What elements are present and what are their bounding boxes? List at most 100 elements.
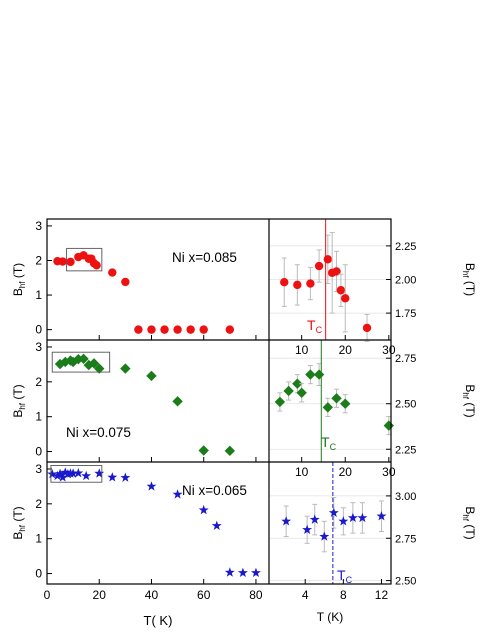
ylabel-part: B bbox=[11, 410, 25, 418]
ylabel-part: hf bbox=[18, 524, 27, 531]
ylabel-part: B bbox=[11, 288, 25, 296]
tc-label-part: C bbox=[330, 442, 337, 452]
panel-5-tc-label: TC bbox=[321, 434, 337, 452]
panel-3-point bbox=[251, 567, 261, 578]
panel-1-point bbox=[66, 257, 75, 267]
panel-2-ytick-label: 1 bbox=[35, 410, 42, 424]
panel-3-ylabel: Bhf (T) bbox=[11, 506, 27, 539]
panel-5-point bbox=[292, 378, 303, 389]
tc-label-part: C bbox=[316, 325, 323, 335]
panel-3-ytick-label: 0 bbox=[35, 567, 42, 581]
panel-5-ylabel: Bhf (T) bbox=[461, 384, 477, 417]
ylabel-part: (T) bbox=[11, 384, 25, 403]
panel-3-point bbox=[172, 489, 183, 499]
panel-3-point bbox=[47, 469, 58, 479]
panel-4-point bbox=[332, 267, 341, 276]
panel-6-ylabel: Bhf (T) bbox=[461, 506, 477, 539]
panel-3-point bbox=[237, 567, 248, 578]
panel-3-ytick-label: 2 bbox=[35, 497, 42, 511]
panel-1-point bbox=[186, 325, 195, 334]
panel-1-annotation: Ni x=0.085 bbox=[172, 250, 237, 265]
panel-3-point bbox=[81, 470, 92, 481]
ylabel-part: hf bbox=[461, 392, 470, 399]
panel-3-point bbox=[198, 504, 209, 515]
ylabel-part: hf bbox=[18, 281, 27, 288]
panel-2-point bbox=[88, 358, 100, 369]
panel-2-point bbox=[146, 370, 157, 382]
panel-3-point bbox=[107, 472, 118, 482]
panel-2-annotation: Ni x=0.075 bbox=[66, 425, 131, 440]
panel-2-point bbox=[120, 363, 131, 374]
panel-3-point bbox=[62, 469, 73, 479]
tc-label-part: T bbox=[307, 317, 316, 333]
panel-3-point bbox=[73, 467, 84, 478]
panel-1-highlight-box bbox=[66, 247, 103, 272]
ylabel-part: (T) bbox=[11, 506, 25, 525]
panel-2-point bbox=[198, 445, 209, 456]
panel-1-point bbox=[160, 325, 169, 334]
panel-2-point bbox=[94, 363, 105, 374]
panel-3-highlight-box bbox=[50, 465, 103, 483]
panel-4-point bbox=[336, 286, 346, 295]
ylabel-part: B bbox=[11, 532, 25, 540]
panel-1-point bbox=[108, 268, 117, 277]
panel-6-point bbox=[281, 516, 292, 526]
panel-6-xtick-label: 12 bbox=[375, 588, 389, 602]
panel-5-point bbox=[313, 369, 325, 380]
panel-2-highlight-box bbox=[51, 351, 111, 373]
panel-6-ytick-label: 3.00 bbox=[395, 491, 416, 503]
panel-4-point bbox=[314, 261, 324, 271]
panel-6-xtick-label: 4 bbox=[302, 588, 309, 602]
panel-5-xtick-label: 20 bbox=[339, 465, 353, 479]
panel-6-point bbox=[376, 511, 387, 521]
panel-4-ytick-label: 2.00 bbox=[395, 275, 416, 287]
ylabel-part: B bbox=[463, 384, 477, 392]
ylabel-part: hf bbox=[18, 402, 27, 409]
panel-1-point bbox=[199, 325, 208, 334]
panel-3-point bbox=[94, 468, 105, 478]
panel-1-point bbox=[225, 325, 235, 334]
panel-1-ytick-label: 0 bbox=[35, 323, 42, 337]
panel-1-point bbox=[92, 261, 101, 270]
panel-1-point bbox=[121, 277, 130, 287]
panel-4-ylabel: Bhf (T) bbox=[461, 263, 477, 296]
panel-3-point bbox=[211, 520, 222, 530]
panel-6-ytick-label: 2.75 bbox=[395, 533, 416, 545]
panel-5-xtick-label: 30 bbox=[382, 465, 396, 479]
panel-1-point bbox=[134, 325, 143, 334]
panel-3-xtick-label: 60 bbox=[197, 588, 211, 602]
ylabel-part: B bbox=[463, 263, 477, 271]
panel-1-point bbox=[58, 257, 67, 266]
panel-3-point bbox=[52, 470, 63, 481]
right-xlabel: T (K) bbox=[317, 610, 343, 624]
panel-4-xtick-label: 10 bbox=[295, 343, 309, 357]
panel-5-xtick-label: 10 bbox=[295, 465, 309, 479]
panel-6-ytick-label: 2.50 bbox=[395, 576, 416, 588]
panel-5-point bbox=[283, 385, 294, 397]
panel-4-point bbox=[341, 294, 350, 303]
panel-1-ytick-label: 3 bbox=[35, 219, 42, 233]
figure-frame bbox=[46, 218, 392, 585]
panel-2-ytick-label: 2 bbox=[35, 375, 42, 389]
panel-3-xtick-label: 20 bbox=[93, 588, 107, 602]
panel-2-ylabel: Bhf (T) bbox=[11, 384, 27, 417]
panel-4-tc-label: TC bbox=[307, 317, 323, 335]
tc-label-part: T bbox=[321, 434, 330, 450]
panel-4-point bbox=[306, 279, 315, 288]
panel-3-point bbox=[68, 468, 79, 478]
panel-3-point bbox=[224, 567, 235, 577]
tc-label-part: T bbox=[337, 567, 346, 583]
panel-5-point bbox=[274, 396, 286, 408]
panel-6-point bbox=[309, 514, 320, 524]
panel-3-xtick-label: 80 bbox=[249, 588, 263, 602]
panel-4-point bbox=[323, 255, 333, 264]
panel-1-ylabel: Bhf (T) bbox=[11, 263, 27, 296]
ylabel-part: (T) bbox=[463, 521, 477, 540]
panel-5-point bbox=[322, 402, 334, 413]
panel-5-ytick-label: 2.25 bbox=[395, 444, 416, 456]
panel-5-ytick-label: 2.75 bbox=[395, 353, 416, 365]
panel-6-point bbox=[302, 524, 313, 534]
ylabel-part: (T) bbox=[11, 263, 25, 282]
